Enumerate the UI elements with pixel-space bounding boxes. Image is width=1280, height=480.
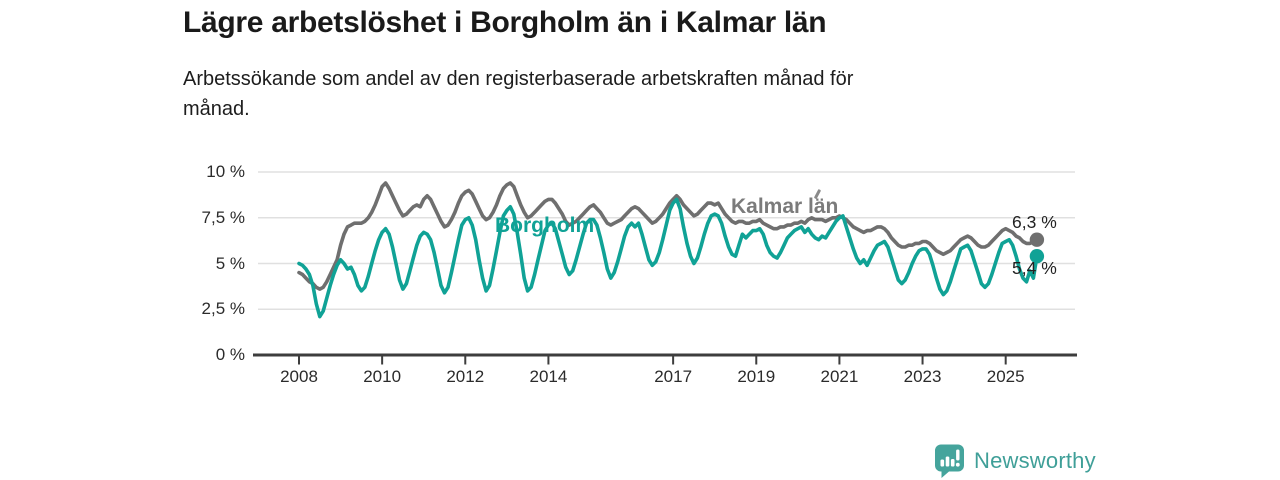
x-tick-label: 2012: [446, 367, 485, 386]
series-line-kalmar: [297, 181, 1039, 291]
end-value-label-borgholm: 5,4 %: [1012, 258, 1057, 278]
series-end-dot-kalmar: [1029, 232, 1045, 247]
y-tick-label: 0 %: [215, 345, 245, 364]
series-line-borgholm: [297, 197, 1039, 319]
x-tick-label: 2025: [986, 367, 1025, 386]
brand-name: Newsworthy: [974, 448, 1096, 473]
series-label-kalmar: Kalmar län: [731, 195, 839, 218]
chart-title: Lägre arbetslöshet i Borgholm än i Kalma…: [183, 6, 827, 39]
x-tick-label: 2008: [280, 367, 318, 386]
chart-subtitle: Arbetssökande som andel av den registerb…: [183, 68, 854, 120]
y-tick-label: 5 %: [215, 253, 245, 273]
y-tick-label: 2,5 %: [201, 299, 245, 319]
newsworthy-brand: Newsworthy: [934, 444, 1096, 478]
y-tick-label: 7,5 %: [201, 207, 245, 227]
x-tick-label: 2017: [654, 367, 693, 386]
series-end-dot-borgholm: [1029, 249, 1045, 264]
x-tick-label: 2019: [737, 367, 776, 386]
end-value-label-kalmar: 6,3 %: [1012, 212, 1057, 232]
x-tick-label: 2023: [903, 367, 942, 386]
y-tick-label: 10 %: [206, 162, 245, 181]
newsworthy-logo-icon: [935, 444, 964, 478]
x-tick-label: 2021: [820, 367, 859, 386]
x-tick-label: 2010: [363, 367, 402, 386]
series-label-borgholm: Borgholm: [495, 214, 595, 237]
x-tick-label: 2014: [529, 367, 568, 386]
